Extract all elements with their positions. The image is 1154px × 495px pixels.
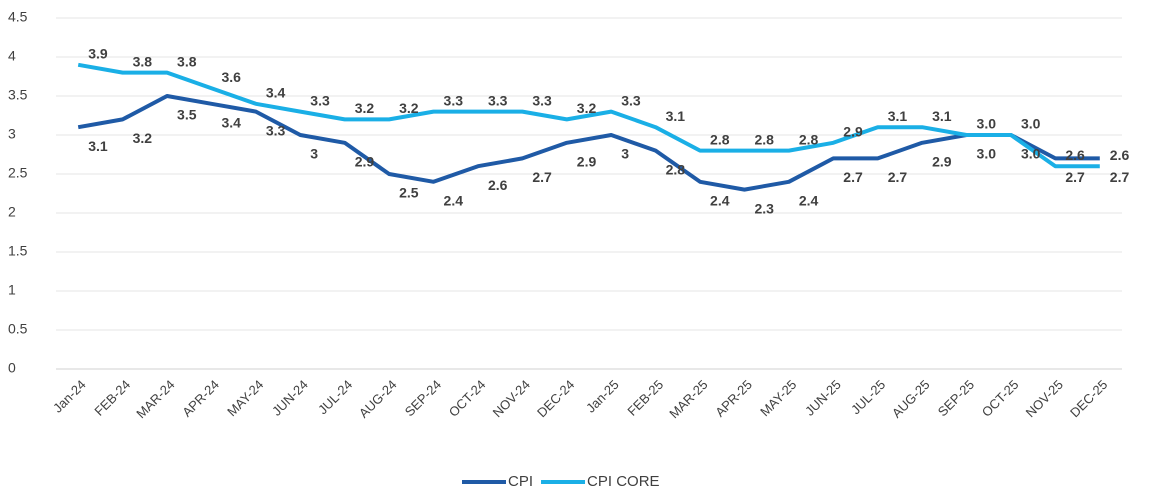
data-label: 3.0: [1021, 146, 1041, 162]
x-tick-label: JUL-24: [315, 377, 355, 417]
data-label: 2.5: [399, 185, 419, 201]
data-label: 2.9: [577, 154, 597, 170]
data-label: 2.9: [355, 154, 375, 170]
x-tick-label: NOV-24: [490, 377, 533, 420]
data-label: 3.1: [88, 138, 108, 154]
x-tick-label: DEC-25: [1067, 377, 1110, 420]
x-tick-label: FEB-25: [624, 377, 666, 419]
y-tick-label: 2.5: [8, 165, 28, 181]
data-label: 3.4: [266, 85, 286, 101]
x-tick-label: Jan-25: [583, 377, 622, 416]
data-label: 3.3: [444, 92, 464, 108]
data-label: 3.0: [977, 116, 997, 132]
data-label: 2.8: [799, 131, 819, 147]
data-label: 3.3: [266, 122, 286, 138]
y-tick-label: 3.5: [8, 87, 28, 103]
data-label: 3.5: [177, 107, 197, 123]
data-label: 2.8: [666, 161, 686, 177]
x-tick-label: MAR-24: [133, 377, 177, 421]
x-tick-label: JUL-25: [848, 377, 888, 417]
data-label: 2.7: [532, 169, 552, 185]
x-tick-label: FEB-24: [91, 377, 133, 419]
series-line: [77, 62, 1100, 169]
x-tick-label: JUN-24: [269, 377, 311, 419]
data-label: 3.3: [532, 92, 552, 108]
data-label: 3: [310, 146, 318, 162]
data-label: 2.8: [754, 131, 774, 147]
data-label: 3.2: [399, 100, 419, 116]
x-tick-label: MAR-25: [666, 377, 710, 421]
data-label: 3.0: [977, 146, 997, 162]
y-tick-label: 2: [8, 204, 16, 220]
y-tick-label: 1.5: [8, 243, 28, 259]
data-label: 3.8: [133, 53, 153, 69]
data-label: 2.6: [1065, 147, 1085, 163]
data-label: 2.4: [444, 193, 464, 209]
data-label: 3.8: [177, 53, 197, 69]
data-label: 2.7: [843, 169, 863, 185]
x-tick-label: Jan-24: [50, 377, 89, 416]
data-label: 2.4: [799, 193, 819, 209]
data-label: 3.3: [488, 92, 508, 108]
x-tick-label: DEC-24: [534, 377, 577, 420]
x-tick-label: AUG-25: [889, 377, 933, 421]
y-tick-label: 0: [8, 360, 16, 376]
data-label: 3.6: [221, 69, 241, 85]
x-tick-label: APR-24: [179, 377, 222, 420]
legend-label: CPI CORE: [587, 473, 660, 490]
x-tick-label: APR-25: [712, 377, 755, 420]
data-label: 3.1: [888, 108, 908, 124]
data-label: 2.3: [754, 200, 774, 216]
data-label: 2.6: [488, 177, 508, 193]
x-tick-label: OCT-24: [446, 377, 489, 420]
x-tick-label: MAY-24: [224, 377, 266, 419]
x-tick-label: NOV-25: [1023, 377, 1066, 420]
data-label: 3.1: [932, 108, 952, 124]
y-tick-label: 0.5: [8, 321, 28, 337]
data-label: 2.6: [1110, 147, 1130, 163]
y-tick-label: 3: [8, 126, 16, 142]
data-label: 3.9: [88, 46, 108, 62]
x-tick-label: JUN-25: [802, 377, 844, 419]
data-label: 3.2: [577, 100, 597, 116]
data-label: 3.0: [1021, 116, 1041, 132]
data-label: 3.4: [221, 115, 241, 131]
legend-label: CPI: [508, 473, 533, 490]
y-tick-label: 4: [8, 48, 16, 64]
data-label: 3.3: [621, 92, 641, 108]
x-tick-label: AUG-24: [356, 377, 400, 421]
data-label: 3.2: [133, 130, 153, 146]
data-label: 2.9: [843, 124, 863, 140]
data-label: 3: [621, 146, 629, 162]
x-tick-label: SEP-24: [402, 377, 444, 419]
series-line: [77, 94, 1100, 192]
data-label: 3.3: [310, 92, 330, 108]
data-label: 2.7: [888, 169, 908, 185]
data-label: 2.4: [710, 193, 730, 209]
y-tick-label: 1: [8, 282, 16, 298]
data-label: 2.7: [1065, 169, 1085, 185]
data-label: 2.9: [932, 154, 952, 170]
x-tick-label: SEP-25: [935, 377, 977, 419]
data-label: 2.8: [710, 131, 730, 147]
y-tick-label: 4.5: [8, 9, 28, 25]
data-label: 3.2: [355, 100, 375, 116]
data-label: 3.1: [666, 108, 686, 124]
x-tick-label: MAY-25: [757, 377, 799, 419]
x-tick-label: OCT-25: [979, 377, 1022, 420]
data-label: 2.7: [1110, 169, 1130, 185]
